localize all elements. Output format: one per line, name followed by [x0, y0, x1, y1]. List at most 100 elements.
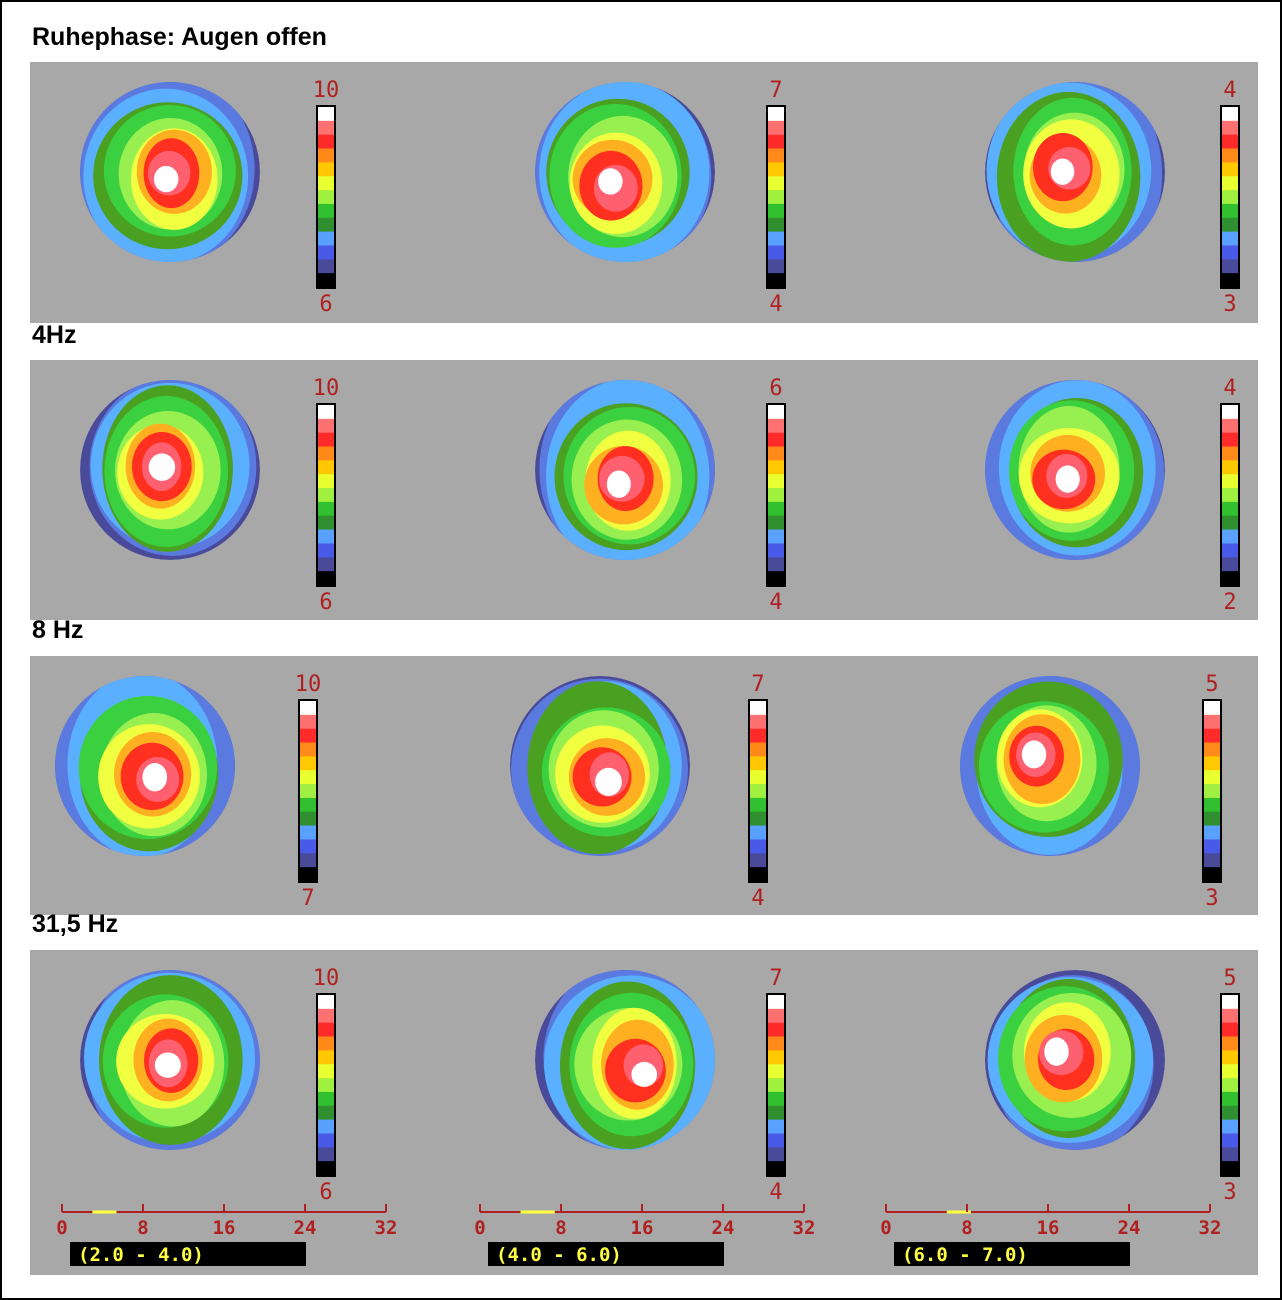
topomap — [985, 380, 1165, 560]
section-title: 8 Hz — [32, 616, 83, 644]
colorbar-step — [1222, 273, 1238, 288]
colorbar-step — [750, 797, 766, 813]
topomap — [535, 970, 715, 1150]
colorbar-step — [768, 162, 784, 177]
colorbar-step — [1204, 770, 1220, 785]
colorbar-step — [750, 714, 766, 730]
colorbar-step — [318, 1147, 334, 1162]
colorbar-step — [1222, 1105, 1238, 1121]
colorbar-step — [768, 1064, 784, 1079]
colorbar-step — [1222, 245, 1238, 260]
colorbar-step — [1204, 784, 1220, 799]
colorbar-step — [768, 1091, 784, 1107]
colorbar-step — [318, 1105, 334, 1121]
colorbar-step — [318, 190, 334, 205]
colorbar-step — [318, 217, 334, 233]
freq-tick-label: 8 — [137, 1217, 148, 1239]
colorbar-step — [768, 418, 784, 434]
colorbar-step — [768, 245, 784, 260]
colorbar-max: 7 — [769, 78, 782, 103]
colorbar-step — [318, 557, 334, 572]
topomap — [55, 676, 235, 856]
colorbar-step — [1204, 811, 1220, 827]
colorbar-step — [300, 853, 316, 868]
topomap-contour — [598, 168, 623, 195]
colorbar-step — [750, 742, 766, 757]
freq-tick-label: 24 — [712, 1217, 735, 1239]
colorbar-step — [1222, 474, 1238, 489]
colorbar-step — [750, 867, 766, 882]
colorbar-max: 5 — [1223, 966, 1236, 991]
colorbar-step — [1222, 1133, 1238, 1148]
colorbar-step — [318, 488, 334, 503]
colorbar-step — [768, 190, 784, 205]
colorbar-step — [300, 770, 316, 785]
colorbar-step — [768, 1078, 784, 1093]
topomap — [510, 676, 690, 856]
colorbar-min: 4 — [769, 590, 782, 615]
colorbar-step — [318, 995, 334, 1010]
colorbar-step — [750, 839, 766, 854]
colorbar-step — [1204, 867, 1220, 882]
colorbar-step — [768, 1022, 784, 1038]
colorbar-step — [1222, 1161, 1238, 1176]
colorbar-step — [1222, 557, 1238, 572]
colorbar-min: 4 — [769, 1180, 782, 1205]
colorbar-max: 5 — [1205, 672, 1218, 697]
colorbar-step — [318, 474, 334, 489]
colorbar-step — [768, 501, 784, 517]
colorbar-step — [768, 515, 784, 531]
colorbar-step — [768, 446, 784, 461]
colorbar-step — [768, 571, 784, 586]
colorbar-step — [300, 784, 316, 799]
colorbar-step — [1222, 488, 1238, 503]
colorbar-step — [1222, 134, 1238, 150]
colorbar-step — [1222, 501, 1238, 517]
colorbar-step — [768, 557, 784, 572]
freq-tick-label: 24 — [1118, 1217, 1141, 1239]
colorbar-step — [768, 1161, 784, 1176]
colorbar-step — [768, 1105, 784, 1121]
colorbar-step — [1204, 701, 1220, 716]
colorbar-step — [318, 446, 334, 461]
colorbar-step — [768, 134, 784, 150]
colorbar-step — [1222, 543, 1238, 558]
colorbar-step — [300, 714, 316, 730]
colorbar-step — [300, 756, 316, 771]
freq-tick-label: 0 — [474, 1217, 485, 1239]
colorbar-step — [318, 1050, 334, 1065]
colorbar-step — [1222, 217, 1238, 233]
topomap-contour — [142, 763, 168, 792]
colorbar-step — [1204, 742, 1220, 757]
colorbar-step — [750, 811, 766, 827]
colorbar-step — [1204, 853, 1220, 868]
colorbar-step — [768, 543, 784, 558]
colorbar-step — [318, 418, 334, 434]
colorbar-step — [750, 701, 766, 716]
topomap — [80, 380, 260, 560]
colorbar-step — [300, 825, 316, 840]
colorbar-step — [318, 1078, 334, 1093]
colorbar-step — [768, 432, 784, 448]
colorbar-step — [1222, 529, 1238, 544]
colorbar-step — [318, 176, 334, 191]
colorbar-step — [300, 728, 316, 744]
colorbar-step — [1204, 714, 1220, 730]
colorbar-step — [768, 995, 784, 1010]
colorbar-step — [318, 203, 334, 219]
colorbar-step — [768, 488, 784, 503]
colorbar-min: 3 — [1223, 292, 1236, 317]
topomap-contour — [154, 1052, 181, 1078]
colorbar-step — [768, 148, 784, 163]
freq-tick-label: 0 — [880, 1217, 891, 1239]
colorbar-step — [1222, 571, 1238, 586]
topomap-contour — [1044, 1037, 1069, 1066]
range-box — [70, 1242, 306, 1266]
topomap — [535, 380, 715, 560]
colorbar-step — [318, 1008, 334, 1024]
colorbar-step — [1222, 203, 1238, 219]
colorbar-step — [1222, 446, 1238, 461]
colorbar-step — [1222, 405, 1238, 420]
colorbar-step — [300, 839, 316, 854]
freq-tick-label: 16 — [1037, 1217, 1060, 1239]
